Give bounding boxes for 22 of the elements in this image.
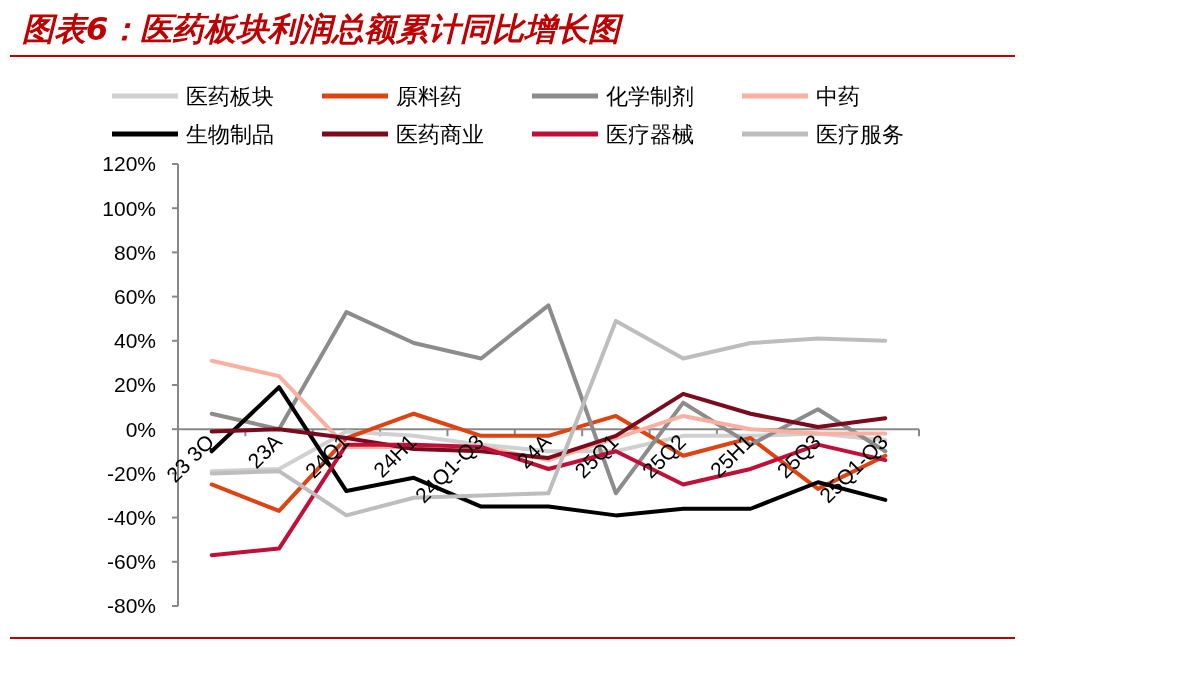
legend-label: 化学制剂 (606, 83, 694, 109)
legend-label: 医药板块 (186, 83, 274, 109)
x-tick-label: 23A (243, 429, 286, 473)
y-tick-label: 0% (125, 417, 156, 441)
y-tick-label: 80% (113, 240, 156, 264)
y-tick-label: -60% (106, 550, 156, 574)
y-tick-label: -80% (106, 594, 156, 618)
legend-label: 医疗服务 (816, 121, 904, 147)
y-tick-label: 60% (113, 284, 156, 308)
legend-label: 生物制品 (186, 121, 274, 147)
y-tick-label: -40% (106, 505, 156, 529)
legend-label: 医疗器械 (606, 121, 694, 147)
chart-title: 图表6：医药板块利润总额累计同比增长图 (22, 10, 625, 48)
x-tick-label: 24A (512, 429, 556, 473)
y-tick-label: -20% (106, 461, 156, 485)
legend-label: 中药 (816, 83, 860, 109)
legend-label: 医药商业 (396, 121, 484, 147)
y-tick-label: 40% (113, 329, 156, 353)
y-tick-label: 20% (113, 373, 156, 397)
y-tick-label: 100% (102, 196, 156, 220)
y-tick-label: 120% (102, 152, 156, 176)
legend-label: 原料药 (396, 83, 462, 109)
